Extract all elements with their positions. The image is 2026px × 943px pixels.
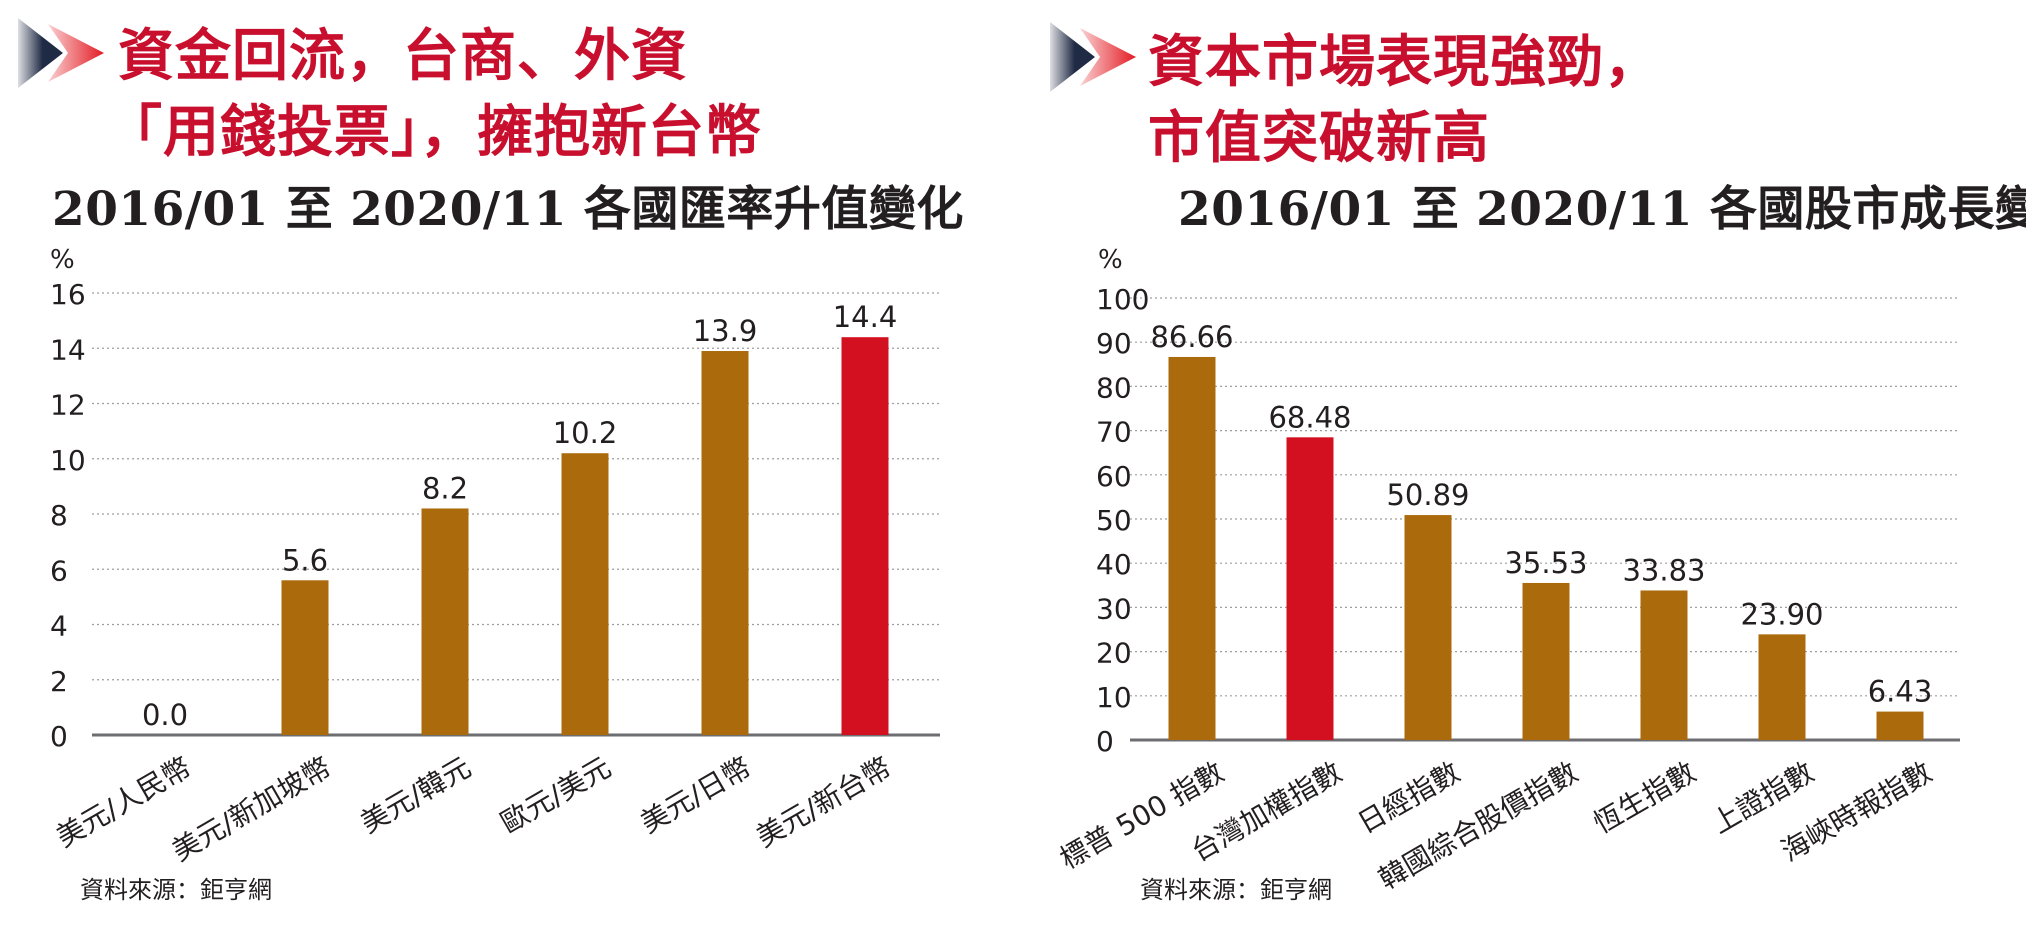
fx-value-label: 0.0 xyxy=(142,698,188,732)
stock-chart-title: 2016/01 至 2020/11 各國股市成長變化 xyxy=(1178,182,2026,237)
stock-y-tick-label: 0 xyxy=(1096,725,1114,758)
fx-headline: 資金回流，台商、外資 「用錢投票」，擁抱新台幣 xyxy=(106,18,762,170)
stock-y-tick-label: 10 xyxy=(1096,681,1132,714)
stock-y-tick-label: 60 xyxy=(1096,460,1132,493)
stock-bar xyxy=(1876,711,1924,740)
stock-category-label: 恆生指數 xyxy=(1588,755,1702,840)
stock-category-label: 韓國綜合股價指數 xyxy=(1373,755,1584,896)
stock-value-label: 50.89 xyxy=(1386,478,1469,512)
stock-bar xyxy=(1758,634,1806,740)
stock-y-tick-label: 50 xyxy=(1096,504,1132,537)
stock-headline-line-1: 資本市場表現強勁， xyxy=(1148,29,1661,95)
fx-value-label: 13.9 xyxy=(693,314,758,348)
stock-y-unit: % xyxy=(1098,245,1123,275)
stock-value-label: 33.83 xyxy=(1622,553,1705,587)
fx-y-tick-label: 4 xyxy=(50,610,68,643)
stock-y-tick-label: 70 xyxy=(1096,416,1132,449)
arrow-icon xyxy=(1050,22,1136,92)
fx-bar xyxy=(701,351,749,735)
fx-bar-chart: 02468101214160.0美元/人民幣5.6美元/新加坡幣8.2美元/韓元… xyxy=(50,278,940,868)
stock-value-label: 23.90 xyxy=(1740,597,1823,631)
stock-value-label: 86.66 xyxy=(1150,320,1233,354)
fx-headline-line-2: 「用錢投票」，擁抱新台幣 xyxy=(106,99,762,165)
fx-panel: 資金回流，台商、外資 「用錢投票」，擁抱新台幣 2016/01 至 2020/1… xyxy=(18,18,964,904)
fx-category-label: 美元/日幣 xyxy=(635,750,757,839)
fx-y-tick-label: 16 xyxy=(50,278,86,311)
stock-y-tick-label: 100 xyxy=(1096,283,1149,316)
stock-bar xyxy=(1522,582,1570,740)
arrow-icon xyxy=(18,18,104,88)
fx-headline-line-1: 資金回流，台商、外資 xyxy=(118,23,688,89)
stock-y-tick-label: 30 xyxy=(1096,592,1132,625)
fx-value-label: 5.6 xyxy=(282,543,328,577)
stock-panel: 資本市場表現強勁， 市值突破新高 2016/01 至 2020/11 各國股市成… xyxy=(1038,0,2026,943)
stock-value-label: 68.48 xyxy=(1268,400,1351,434)
stock-source: 資料來源：鉅亨網 xyxy=(1140,876,1332,904)
fx-category-label: 美元/新台幣 xyxy=(751,750,897,853)
fx-y-tick-label: 12 xyxy=(50,389,86,422)
fx-value-label: 14.4 xyxy=(833,300,898,334)
fx-bar xyxy=(561,453,609,735)
stock-y-tick-label: 90 xyxy=(1096,327,1132,360)
fx-y-tick-label: 10 xyxy=(50,444,86,477)
fx-y-tick-label: 0 xyxy=(50,720,68,753)
fx-value-label: 8.2 xyxy=(422,471,468,505)
fx-category-label: 美元/新加坡幣 xyxy=(166,750,336,867)
fx-y-tick-label: 2 xyxy=(50,665,68,698)
stock-y-tick-label: 80 xyxy=(1096,371,1132,404)
stock-bar xyxy=(1286,437,1334,740)
fx-source: 資料來源：鉅亨網 xyxy=(80,876,272,904)
fx-y-tick-label: 6 xyxy=(50,554,68,587)
fx-bar xyxy=(281,580,329,735)
fx-y-unit: % xyxy=(50,245,75,275)
stock-headline: 資本市場表現強勁， 市值突破新高 xyxy=(1148,24,1661,176)
fx-chart-title: 2016/01 至 2020/11 各國匯率升值變化 xyxy=(52,182,964,237)
stock-value-label: 6.43 xyxy=(1868,675,1933,709)
fx-bar xyxy=(841,337,889,735)
stock-y-tick-label: 20 xyxy=(1096,637,1132,670)
stock-bar xyxy=(1168,356,1216,740)
fx-y-tick-label: 8 xyxy=(50,499,68,532)
stock-y-tick-label: 40 xyxy=(1096,548,1132,581)
fx-value-label: 10.2 xyxy=(553,416,618,450)
stock-value-label: 35.53 xyxy=(1504,546,1587,580)
stock-bar xyxy=(1404,515,1452,740)
fx-category-label: 歐元/美元 xyxy=(495,750,617,839)
stock-bar xyxy=(1640,590,1688,740)
fx-bar xyxy=(421,508,469,735)
fx-category-label: 美元/韓元 xyxy=(355,750,477,839)
fx-y-tick-label: 14 xyxy=(50,333,86,366)
stock-headline-line-2: 市值突破新高 xyxy=(1148,105,1490,171)
